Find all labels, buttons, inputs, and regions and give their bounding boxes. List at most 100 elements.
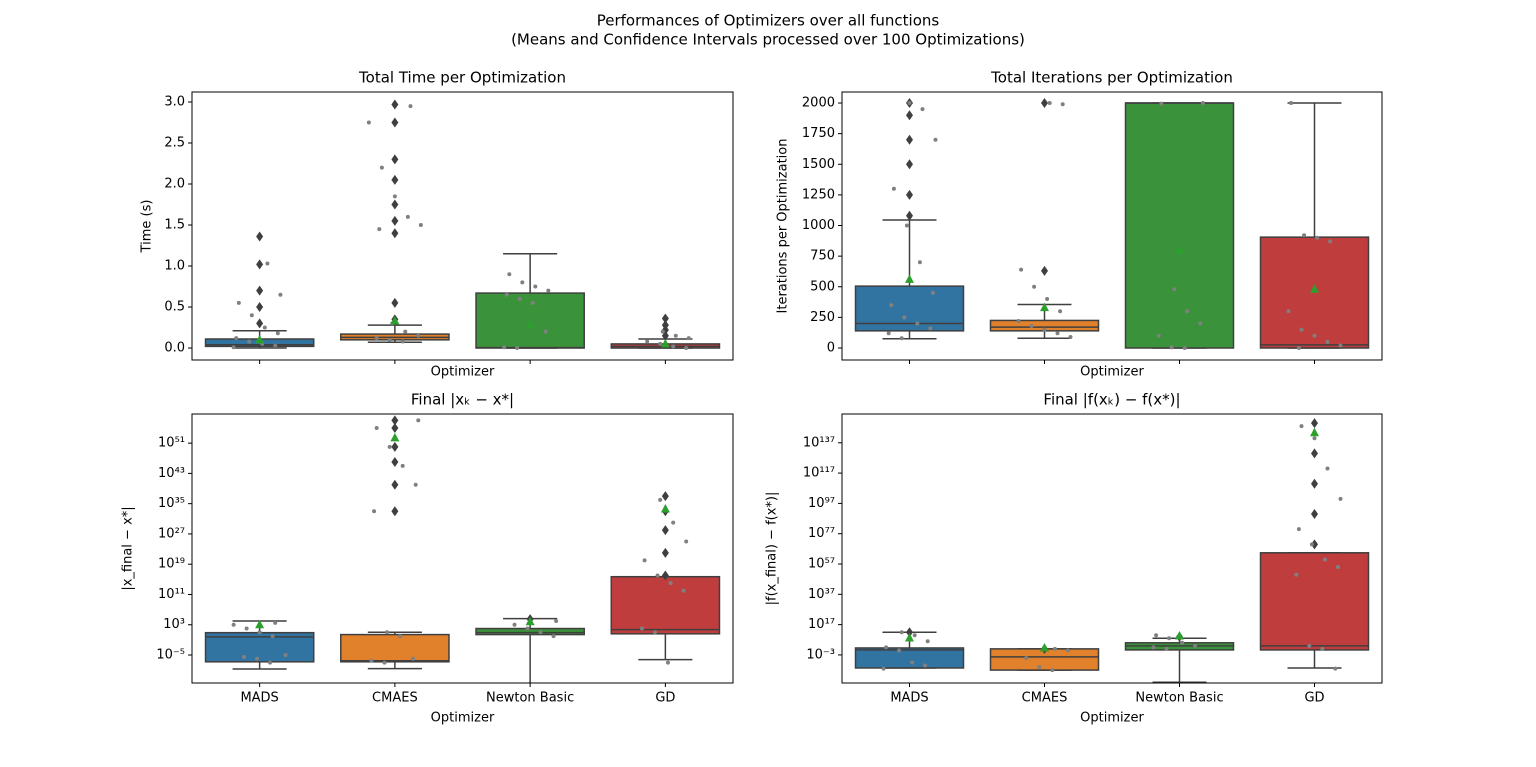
- y-tick-label: 3.0: [164, 95, 185, 110]
- y-tick-label: 10⁻³: [806, 647, 835, 662]
- outlier: [391, 479, 399, 490]
- y-axis-label: Iterations per Optimization: [776, 139, 791, 314]
- y-tick-label: 10²⁷: [158, 526, 185, 541]
- strip-point: [247, 339, 252, 344]
- strip-point: [517, 296, 522, 301]
- strip-point: [377, 227, 382, 232]
- strip-point: [891, 186, 896, 191]
- strip-point: [405, 214, 410, 219]
- y-tick-label: 10⁵¹: [158, 436, 185, 451]
- outlier: [1311, 539, 1318, 550]
- outlier: [661, 491, 669, 502]
- mean-marker: [905, 274, 914, 283]
- strip-point: [1320, 646, 1325, 651]
- strip-point: [387, 444, 392, 449]
- strip-point: [382, 660, 387, 665]
- strip-point: [1185, 309, 1190, 314]
- mean-marker: [905, 632, 914, 642]
- strip-point: [533, 284, 538, 289]
- figure-title: Performances of Optimizers over all func…: [597, 12, 940, 30]
- strip-point: [1322, 557, 1327, 562]
- strip-point: [1037, 665, 1042, 670]
- y-tick-label: 1750: [802, 126, 835, 141]
- strip-point: [899, 630, 904, 635]
- strip-point: [507, 272, 512, 277]
- box: [1259, 552, 1370, 651]
- y-tick-label: 2.5: [164, 136, 185, 151]
- plot-area: [854, 418, 1370, 683]
- y-tick-label: 10³: [163, 617, 185, 632]
- strip-point: [1299, 327, 1304, 332]
- strip-point: [520, 280, 525, 285]
- strip-point: [1065, 648, 1070, 653]
- y-tick-label: 10³⁷: [808, 587, 835, 602]
- mean-marker: [1040, 642, 1049, 652]
- y-tick-label: 10⁹⁷: [808, 496, 835, 511]
- strip-point: [1289, 101, 1294, 106]
- strip-point: [645, 339, 650, 344]
- strip-point: [416, 418, 421, 423]
- x-tick-label: CMAES: [372, 691, 418, 706]
- strip-point: [1172, 287, 1177, 292]
- strip-point: [1050, 668, 1055, 673]
- outlier: [1041, 265, 1048, 276]
- strip-point: [925, 639, 930, 644]
- mean-marker: [255, 619, 265, 629]
- strip-point: [639, 626, 644, 631]
- box: [475, 627, 585, 636]
- outlier: [661, 525, 669, 536]
- outlier: [906, 627, 913, 638]
- box: [1124, 102, 1235, 349]
- strip-point: [1286, 309, 1291, 314]
- strip-point: [668, 581, 673, 586]
- y-tick-label: 1000: [802, 218, 835, 233]
- strip-point: [1151, 645, 1156, 650]
- strip-point: [418, 223, 423, 228]
- x-tick-label: MADS: [890, 691, 928, 706]
- strip-point: [1296, 345, 1301, 350]
- strip-point: [1299, 424, 1304, 429]
- y-tick-label: 2000: [802, 96, 835, 111]
- strip-point: [1328, 239, 1333, 244]
- outlier: [1041, 98, 1048, 109]
- strip-point: [543, 329, 548, 334]
- strip-point: [1058, 309, 1063, 314]
- axes-frame: [191, 91, 734, 361]
- strip-point: [546, 288, 551, 293]
- strip-point: [1335, 565, 1340, 570]
- y-tick-label: 0.5: [164, 300, 185, 315]
- strip-point: [512, 622, 517, 627]
- strip-point: [236, 300, 241, 305]
- outlier: [906, 159, 913, 170]
- chart-title: Final |f(xₖ) − f(x*)|: [1043, 391, 1180, 409]
- x-axis-label: Optimizer: [1080, 365, 1144, 380]
- y-tick-label: 250: [810, 310, 835, 325]
- plot-area: [204, 99, 721, 351]
- strip-point: [917, 260, 922, 265]
- strip-point: [387, 337, 392, 342]
- outlier: [391, 415, 399, 426]
- x-tick-label: Newton Basic: [1135, 691, 1223, 706]
- strip-point: [889, 303, 894, 308]
- strip-point: [1047, 101, 1052, 106]
- strip-point: [268, 660, 273, 665]
- strip-point: [379, 165, 384, 170]
- strip-point: [681, 588, 686, 593]
- y-tick-label: 1250: [802, 187, 835, 202]
- axes-frame: [191, 413, 734, 684]
- y-tick-label: 10¹⁷: [808, 617, 835, 632]
- strip-point: [504, 292, 509, 297]
- x-tick-label: Newton Basic: [486, 691, 574, 706]
- y-tick-label: 1.0: [164, 259, 185, 274]
- outlier: [906, 210, 913, 221]
- y-axis-label: |f(x_final) − f(x*)|: [765, 492, 780, 606]
- outlier: [256, 302, 264, 313]
- strip-point: [249, 313, 254, 318]
- outlier: [391, 297, 399, 308]
- outlier: [906, 189, 913, 200]
- outlier: [661, 570, 669, 581]
- strip-point: [257, 630, 262, 635]
- strip-point: [1164, 646, 1169, 651]
- y-axis-label: |x_final − x*|: [121, 506, 136, 590]
